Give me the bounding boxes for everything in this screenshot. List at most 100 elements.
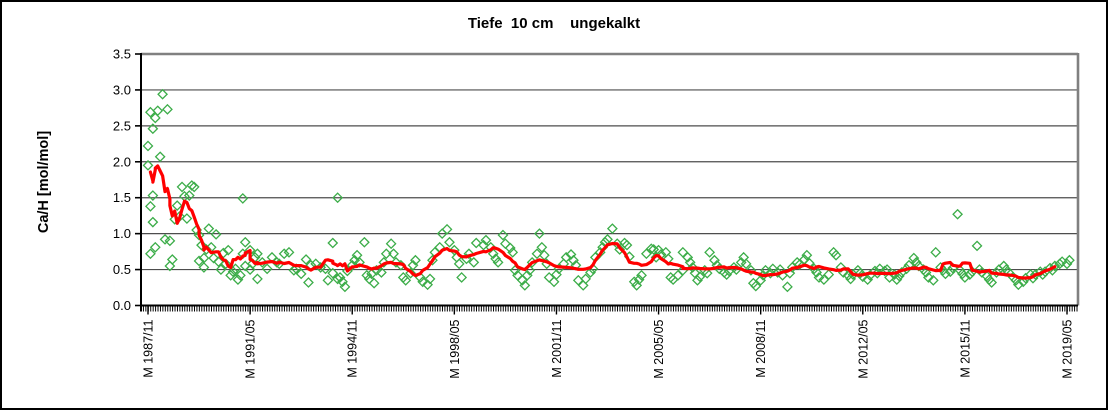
scatter-point bbox=[169, 213, 181, 225]
scatter-point bbox=[923, 272, 934, 283]
scatter-point bbox=[149, 112, 161, 124]
scatter-point bbox=[470, 237, 482, 249]
scatter-point bbox=[193, 255, 205, 267]
scatter-point bbox=[145, 200, 156, 212]
scatter-point bbox=[157, 88, 169, 100]
scatter-point bbox=[957, 268, 968, 280]
scatter-point bbox=[694, 271, 706, 283]
scatter-point bbox=[645, 243, 657, 255]
scatter-point bbox=[740, 258, 752, 270]
scatter-point bbox=[468, 256, 480, 268]
scatter-point bbox=[745, 264, 757, 276]
scatter-point bbox=[682, 251, 694, 263]
scatter-point bbox=[534, 228, 545, 240]
scatter-point bbox=[213, 256, 224, 268]
scatter-point bbox=[424, 273, 436, 285]
scatter-point bbox=[251, 248, 263, 260]
scatter-point bbox=[1049, 260, 1061, 272]
scatter-point bbox=[830, 249, 842, 261]
scatter-point bbox=[203, 223, 215, 235]
scatter-point bbox=[220, 258, 232, 270]
scatter-point bbox=[261, 263, 273, 275]
scatter-point bbox=[288, 264, 300, 276]
scatter-point bbox=[801, 249, 813, 261]
scatter-point bbox=[927, 274, 939, 286]
scatter-point bbox=[781, 281, 793, 293]
scatter-point bbox=[568, 254, 579, 266]
scatter-point bbox=[145, 248, 156, 260]
scatter-point bbox=[487, 248, 499, 260]
scatter-point bbox=[633, 274, 645, 286]
scatter-point bbox=[368, 277, 380, 289]
scatter-point bbox=[322, 274, 334, 286]
scatter-point bbox=[811, 267, 823, 278]
scatter-point bbox=[954, 264, 966, 276]
scatter-point bbox=[337, 276, 348, 288]
scatter-point bbox=[692, 274, 703, 286]
scatter-point bbox=[944, 266, 956, 278]
scatter-point bbox=[339, 281, 351, 293]
scatter-point bbox=[320, 263, 331, 275]
scatter-point bbox=[441, 223, 453, 235]
scatter-point bbox=[147, 190, 159, 201]
scatter-point bbox=[234, 269, 246, 281]
scatter-point bbox=[159, 233, 171, 245]
scatter-point bbox=[183, 190, 195, 201]
scatter-point bbox=[208, 252, 220, 264]
scatter-point bbox=[171, 200, 183, 212]
scatter-point bbox=[499, 238, 511, 250]
scatter-point bbox=[142, 159, 154, 171]
x-tick-label: M 2019/05 bbox=[1061, 319, 1075, 378]
scatter-point bbox=[879, 265, 891, 277]
scatter-point bbox=[332, 273, 344, 285]
scatter-point bbox=[251, 273, 263, 285]
scatter-point bbox=[222, 244, 234, 256]
x-tick-label: M 2005/05 bbox=[652, 319, 666, 378]
scatter-point bbox=[577, 279, 589, 291]
scatter-point bbox=[519, 279, 531, 291]
scatter-point bbox=[711, 259, 723, 271]
scatter-point bbox=[147, 123, 159, 135]
scatter-point bbox=[952, 208, 964, 220]
scatter-point bbox=[147, 216, 159, 228]
scatter-point bbox=[536, 241, 548, 253]
scatter-point bbox=[295, 268, 307, 280]
scatter-point bbox=[531, 248, 543, 260]
scatter-point bbox=[300, 254, 312, 265]
scatter-point bbox=[385, 238, 397, 250]
scatter-point bbox=[490, 253, 502, 265]
scatter-point bbox=[884, 272, 895, 283]
scatter-point bbox=[463, 248, 475, 260]
scatter-point bbox=[704, 246, 716, 258]
scatter-point bbox=[453, 258, 465, 270]
scatter-point bbox=[614, 244, 626, 255]
x-tick-label: M 1987/11 bbox=[142, 319, 156, 377]
scatter-point bbox=[991, 267, 1002, 278]
scatter-point bbox=[239, 236, 251, 248]
scatter-point bbox=[378, 256, 390, 268]
scatter-point bbox=[1012, 279, 1024, 291]
scatter-point bbox=[862, 274, 874, 286]
scatter-point bbox=[375, 267, 387, 278]
x-tick-label: M 2008/11 bbox=[754, 319, 768, 377]
scatter-point bbox=[154, 151, 166, 163]
scatter-point bbox=[998, 260, 1010, 272]
scatter-point bbox=[390, 256, 402, 268]
scatter-point bbox=[176, 181, 188, 193]
x-tick-label: M 1994/11 bbox=[346, 319, 360, 377]
scatter-point bbox=[636, 269, 647, 281]
scatter-point bbox=[417, 276, 429, 288]
scatter-point bbox=[1017, 276, 1029, 288]
scatter-point bbox=[981, 270, 993, 282]
scatter-point bbox=[142, 140, 154, 152]
scatter-point bbox=[188, 181, 200, 193]
y-tick-label: 1.0 bbox=[113, 226, 131, 241]
scatter-point bbox=[823, 269, 835, 281]
y-tick-label: 3.0 bbox=[113, 82, 131, 97]
scatter-point bbox=[164, 260, 176, 272]
scatter-point bbox=[621, 239, 633, 251]
scatter-point bbox=[186, 180, 198, 191]
scatter-point bbox=[215, 264, 227, 275]
scatter-point bbox=[835, 261, 847, 273]
